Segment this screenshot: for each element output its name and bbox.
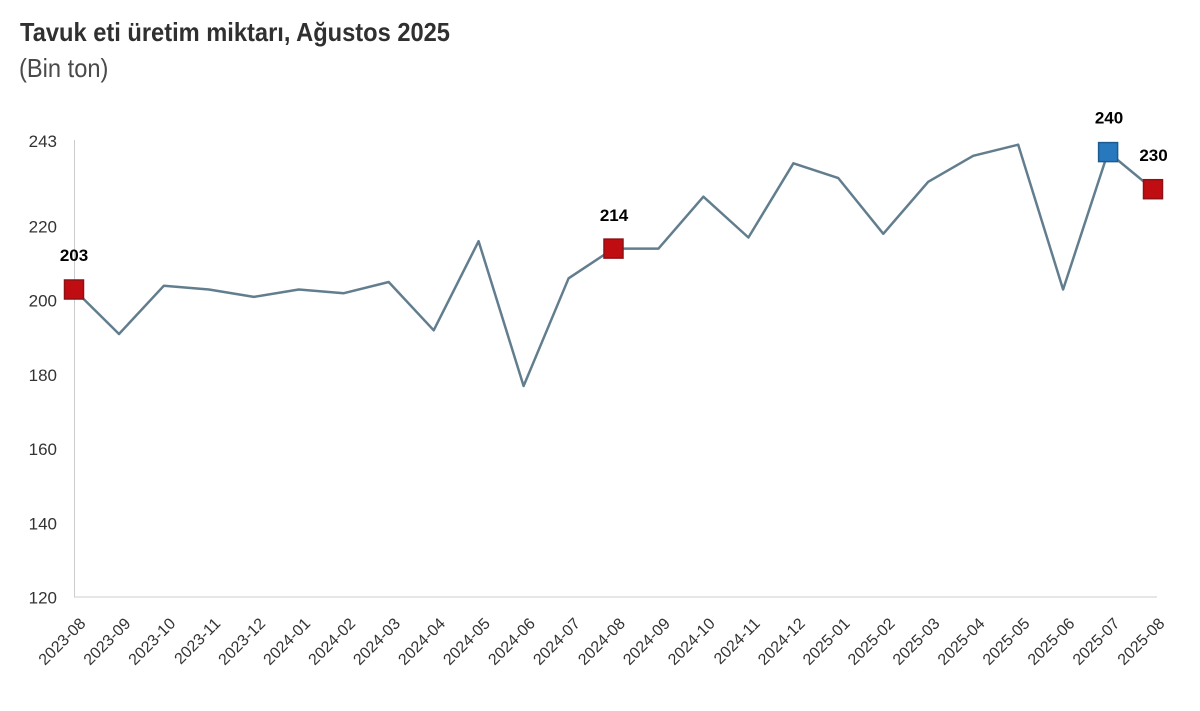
svg-text:2023-12: 2023-12	[216, 615, 270, 669]
svg-text:2025-02: 2025-02	[845, 615, 899, 669]
svg-text:2024-04: 2024-04	[395, 615, 449, 669]
svg-text:2024-10: 2024-10	[665, 615, 719, 669]
svg-text:2023-10: 2023-10	[126, 615, 180, 669]
svg-text:120: 120	[29, 589, 57, 608]
svg-text:2024-03: 2024-03	[350, 615, 404, 669]
svg-text:2025-07: 2025-07	[1070, 615, 1124, 669]
svg-text:2024-05: 2024-05	[440, 615, 494, 669]
svg-text:2023-09: 2023-09	[81, 615, 135, 669]
svg-text:240: 240	[1095, 109, 1123, 128]
svg-text:2025-03: 2025-03	[890, 615, 944, 669]
svg-text:2025-04: 2025-04	[935, 615, 989, 669]
svg-text:2024-08: 2024-08	[575, 615, 629, 669]
svg-text:2024-06: 2024-06	[485, 615, 539, 669]
svg-text:220: 220	[29, 217, 57, 236]
svg-text:214: 214	[600, 206, 629, 225]
svg-text:2024-07: 2024-07	[530, 615, 584, 669]
svg-text:230: 230	[1139, 146, 1167, 165]
svg-text:180: 180	[29, 366, 57, 385]
svg-text:2023-08: 2023-08	[36, 615, 90, 669]
svg-text:243: 243	[29, 132, 57, 151]
svg-text:200: 200	[29, 292, 57, 311]
svg-text:2025-06: 2025-06	[1025, 615, 1079, 669]
svg-text:2024-02: 2024-02	[306, 615, 360, 669]
svg-text:2024-01: 2024-01	[261, 615, 315, 669]
svg-text:2025-01: 2025-01	[800, 615, 854, 669]
svg-text:2025-08: 2025-08	[1115, 615, 1169, 669]
svg-text:2023-11: 2023-11	[172, 615, 225, 668]
svg-text:140: 140	[29, 514, 57, 533]
svg-text:2025-05: 2025-05	[980, 615, 1034, 669]
svg-text:2024-09: 2024-09	[620, 615, 674, 669]
svg-text:2024-11: 2024-11	[711, 615, 764, 668]
svg-text:203: 203	[60, 246, 88, 265]
svg-text:160: 160	[29, 440, 57, 459]
svg-text:2024-12: 2024-12	[755, 615, 809, 669]
